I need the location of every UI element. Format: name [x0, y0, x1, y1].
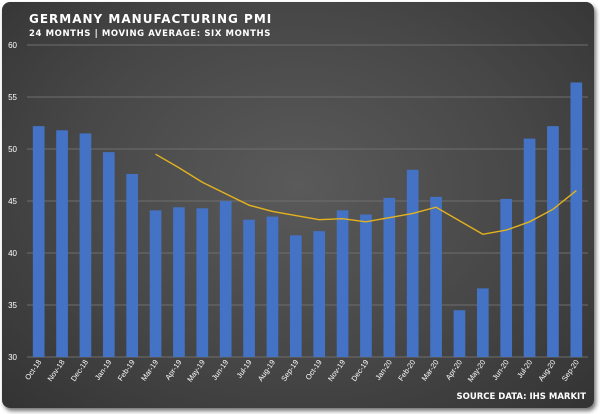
bar: [56, 130, 68, 357]
x-tick-label: May-19: [185, 358, 207, 384]
bar: [313, 231, 326, 357]
source-note: SOURCE DATA: IHS MARKIT: [456, 392, 587, 402]
bar: [500, 198, 513, 357]
x-tick-label: Feb-19: [116, 358, 137, 383]
bar: [102, 152, 115, 357]
bar: [360, 214, 372, 357]
bar: [196, 208, 209, 357]
bar: [32, 126, 45, 358]
bar: [430, 196, 442, 357]
x-tick-label: Sep-19: [279, 358, 300, 383]
x-tick-label: Dec-18: [69, 358, 90, 383]
y-tick-label: 55: [8, 93, 17, 102]
x-tick-label: Feb-20: [396, 358, 417, 383]
bar: [289, 235, 302, 357]
bar: [547, 126, 559, 358]
bar: [570, 82, 583, 357]
x-tick-label: Jan-20: [373, 358, 394, 382]
bar: [243, 219, 255, 357]
x-tick-label: Apr-19: [163, 358, 183, 382]
x-tick-label: May-20: [466, 358, 488, 384]
x-tick-label: Apr-20: [444, 358, 464, 382]
chart-subtitle: 24 MONTHS | MOVING AVERAGE: SIX MONTHS: [29, 29, 271, 39]
y-tick-label: 45: [8, 197, 17, 206]
y-tick-label: 40: [8, 249, 17, 258]
bar: [453, 310, 466, 357]
y-tick-label: 30: [8, 353, 17, 362]
bar: [476, 288, 489, 357]
x-tick-label: Jan-19: [93, 358, 114, 382]
x-tick-label: Dec-19: [349, 358, 370, 383]
bar: [523, 138, 536, 357]
y-tick-label: 60: [8, 41, 17, 50]
bar: [266, 216, 279, 357]
bar: [336, 210, 349, 357]
x-tick-label: Aug-20: [536, 358, 557, 383]
x-tick-label: Mar-19: [139, 358, 160, 383]
x-tick-label: Jul-20: [515, 358, 534, 380]
x-tick-label: Jun-20: [490, 358, 511, 382]
x-tick-label: Sep-20: [560, 358, 581, 383]
bar: [219, 201, 232, 357]
y-tick-label: 35: [8, 301, 17, 310]
x-tick-label: Aug-19: [256, 358, 277, 383]
moving-average-line: [155, 153, 577, 236]
x-tick-label: Nov-19: [326, 358, 347, 383]
bar: [406, 169, 419, 357]
x-tick-label: Jun-19: [210, 358, 231, 382]
bar: [149, 210, 162, 357]
x-tick-label: Jul-19: [235, 358, 254, 380]
x-tick-label: Mar-20: [420, 358, 441, 383]
y-tick-label: 50: [8, 145, 17, 154]
bar: [383, 197, 396, 357]
chart-title: GERMANY MANUFACTURING PMI: [29, 12, 273, 26]
bar: [126, 173, 139, 357]
bar: [173, 207, 185, 357]
x-tick-label: Nov-18: [45, 358, 66, 383]
x-tick-label: Oct-19: [304, 358, 324, 382]
bar: [79, 133, 92, 357]
x-tick-label: Oct-18: [23, 358, 43, 382]
